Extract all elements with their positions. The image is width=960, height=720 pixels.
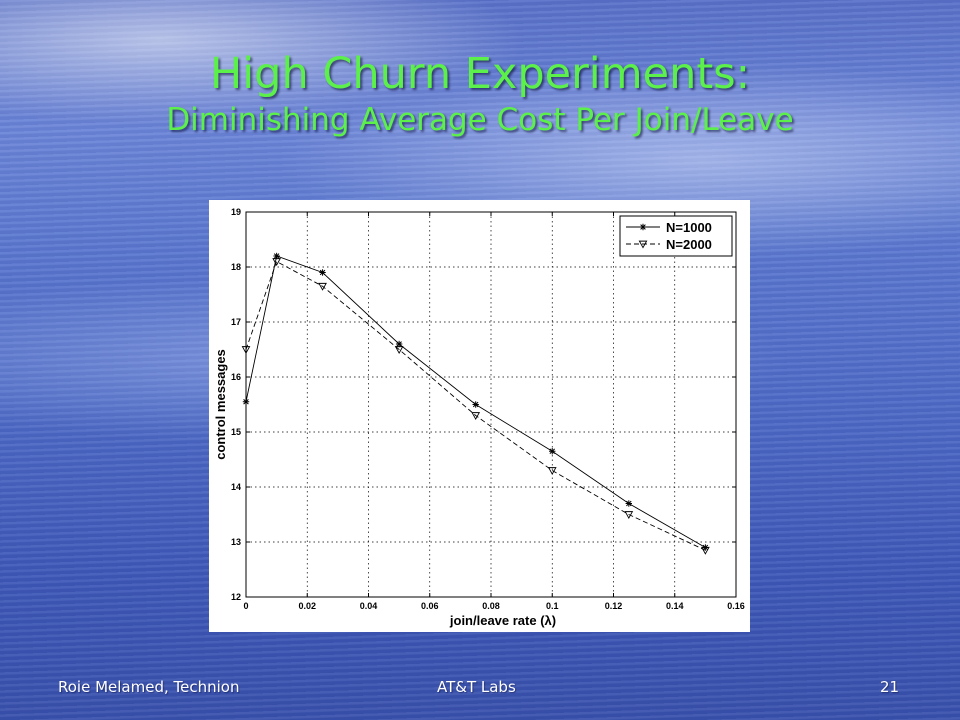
legend-label-2: N=2000 [666, 237, 712, 252]
series-2-point [471, 412, 481, 421]
series-line-1 [245, 255, 706, 548]
y-tick-label: 15 [231, 427, 241, 437]
slide-title: High Churn Experiments: Diminishing Aver… [0, 48, 960, 140]
series-1-point [273, 253, 280, 259]
title-subtitle: Diminishing Average Cost Per Join/Leave [166, 102, 794, 138]
line-chart: 0 0.02 0.04 0.06 0.08 0.1 0.12 0.14 0.16 12 13 14 15… [213, 207, 745, 628]
series-2-point [272, 258, 281, 267]
series-1-point [319, 269, 326, 276]
series-line-2 [245, 260, 706, 551]
x-tick-label: 0.16 [727, 601, 745, 611]
y-tick-label: 18 [231, 262, 241, 272]
series-2-point [701, 546, 710, 555]
x-tick-label: 0.04 [360, 601, 378, 611]
legend-marker-2 [638, 240, 648, 249]
x-tick-label: 0.14 [666, 601, 684, 611]
series-1-point [396, 341, 402, 347]
legend-box [619, 215, 733, 257]
legend-marker-1 [640, 224, 646, 230]
y-tick-label: 19 [231, 207, 241, 217]
series-2-point [318, 282, 327, 291]
legend-label-1: N=1000 [666, 220, 712, 235]
y-tick-label: 17 [231, 317, 241, 327]
x-axis-label: join/leave rate (λ) [449, 613, 556, 628]
series-2-point [624, 511, 634, 520]
series-1-point [472, 401, 479, 408]
series-1-point [243, 398, 249, 405]
x-tick-label: 0.06 [421, 601, 439, 611]
slide-number: 21 [880, 678, 900, 696]
x-tick-label: 0.1 [546, 601, 559, 611]
series-1-point [626, 500, 632, 507]
y-axis-label: control messages [213, 349, 228, 460]
x-tick-label: 0.08 [482, 601, 500, 611]
footer-organization: AT&T Labs [437, 678, 516, 696]
series-1-point [549, 448, 556, 455]
chart-panel: 0 0.02 0.04 0.06 0.08 0.1 0.12 0.14 0.16 12 13 14 15… [209, 200, 750, 632]
x-tick-label: 0.02 [298, 601, 316, 611]
series-2-point [241, 346, 251, 355]
x-tick-label: 0.12 [605, 601, 623, 611]
title-main: High Churn Experiments: [209, 49, 751, 99]
footer-author: Roie Melamed, Technion [58, 678, 240, 696]
x-tick-label: 0 [243, 601, 248, 611]
y-tick-label: 13 [231, 537, 241, 547]
plot-frame [245, 211, 737, 598]
series-2-point [394, 346, 404, 355]
y-tick-label: 14 [231, 482, 241, 492]
y-tick-label: 12 [231, 592, 241, 602]
y-tick-label: 16 [231, 372, 241, 382]
series-2-point [547, 467, 557, 476]
